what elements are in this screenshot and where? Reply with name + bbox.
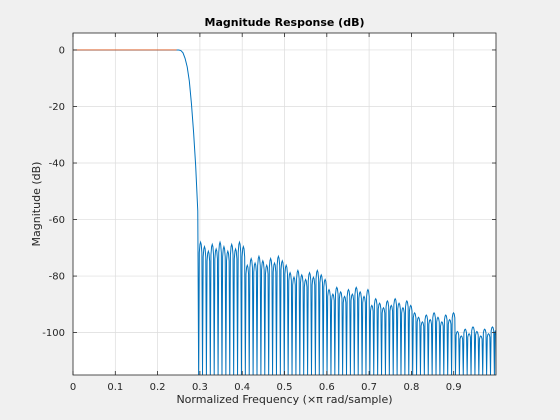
- x-tick-label: 0.9: [446, 382, 462, 393]
- tick-marks: [72, 33, 496, 375]
- magnitude-line: [73, 49, 496, 375]
- x-tick-label: 0.5: [277, 382, 293, 393]
- x-tick-labels: 0 0.1 0.2 0.3 0.4 0.5 0.6 0.7 0.8 0.9: [70, 382, 462, 393]
- y-tick-label: -40: [49, 159, 65, 170]
- x-tick-label: 0: [70, 382, 76, 393]
- x-tick-label: 0.8: [403, 382, 419, 393]
- y-tick-label: -20: [49, 102, 65, 113]
- y-tick-labels: 0 -20 -40 -60 -80 -100: [42, 45, 65, 339]
- y-tick-label: 0: [59, 45, 65, 56]
- y-tick-label: -80: [49, 272, 65, 283]
- x-tick-label: 0.6: [319, 382, 335, 393]
- x-tick-label: 0.4: [234, 382, 250, 393]
- x-tick-label: 0.7: [361, 382, 377, 393]
- y-tick-label: -100: [42, 328, 65, 339]
- x-axis-label: Normalized Frequency (×π rad/sample): [176, 393, 392, 406]
- x-tick-label: 0.3: [192, 382, 208, 393]
- y-axis-label: Magnitude (dB): [30, 162, 43, 247]
- x-tick-label: 0.2: [150, 382, 166, 393]
- x-tick-label: 0.1: [107, 382, 123, 393]
- chart-title: Magnitude Response (dB): [205, 16, 365, 29]
- series-layer: [73, 49, 496, 375]
- y-tick-label: -60: [49, 215, 65, 226]
